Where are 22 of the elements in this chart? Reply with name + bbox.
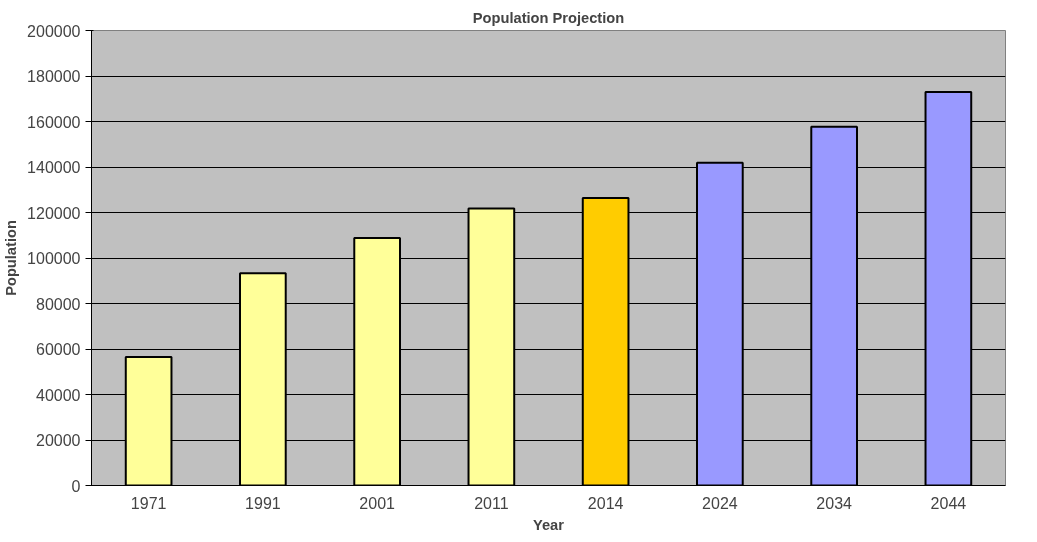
y-tick-label: 140000: [27, 159, 81, 176]
x-tick-label: 2044: [930, 494, 967, 512]
x-tick-label: 2024: [702, 494, 738, 512]
x-tick-label: 2011: [474, 494, 509, 512]
y-tick-label: 20000: [36, 432, 81, 449]
y-tick-label: 60000: [36, 341, 81, 358]
y-tick-label: 0: [71, 477, 81, 495]
y-tick-label: 100000: [27, 250, 81, 267]
y-tick-label: 180000: [27, 68, 81, 85]
chart-title: Population Projection: [472, 9, 625, 26]
y-tick-label: 200000: [27, 22, 81, 40]
y-tick-label: 80000: [36, 295, 81, 313]
x-tick-label: 1971: [130, 494, 167, 512]
y-tick-label: 160000: [27, 113, 81, 131]
y-tick-label: 40000: [36, 386, 81, 404]
x-tick-label: 2034: [816, 494, 853, 512]
y-tick-label: 120000: [27, 204, 81, 222]
x-tick-label: 1991: [245, 494, 281, 512]
x-tick-label: 2001: [359, 494, 396, 512]
y-axis-title: Population: [3, 220, 20, 296]
x-tick-label: 2014: [587, 494, 624, 512]
x-axis-title: Year: [533, 516, 565, 533]
